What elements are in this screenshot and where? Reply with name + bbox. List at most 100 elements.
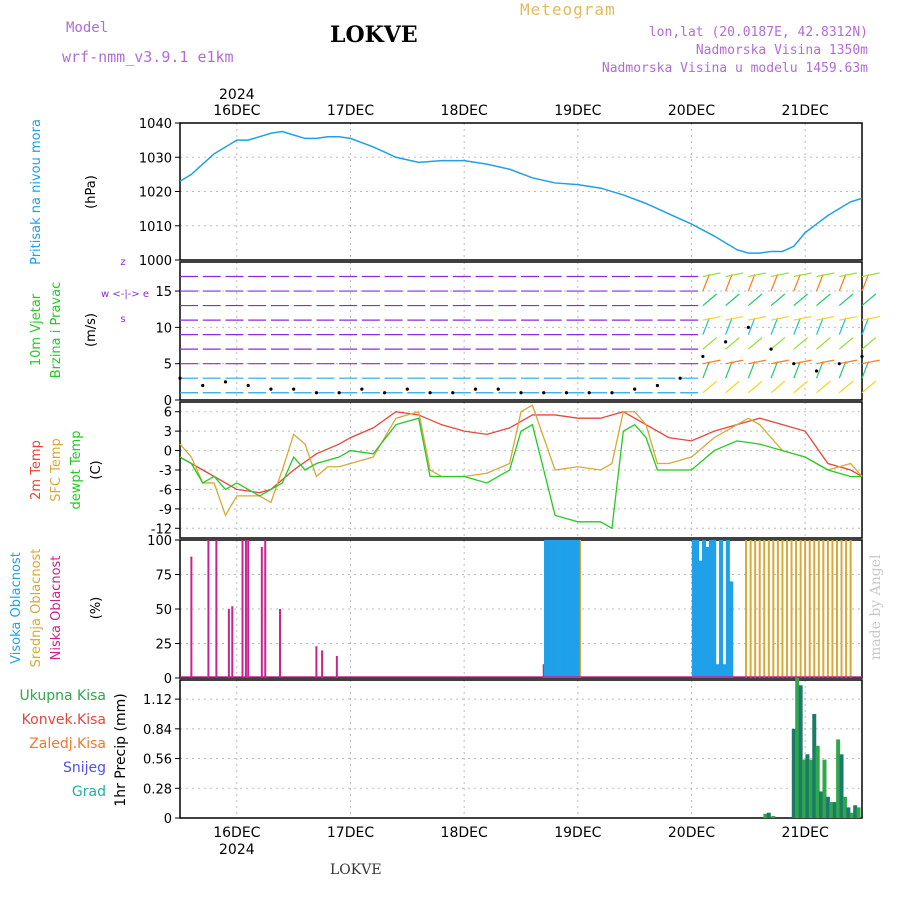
wind-barb bbox=[793, 359, 812, 365]
wind-speed-point bbox=[724, 340, 728, 344]
cloud-bar bbox=[321, 650, 324, 678]
cloud-bar bbox=[817, 540, 820, 678]
cloud-bar bbox=[215, 540, 218, 678]
cloud-bar bbox=[790, 540, 793, 678]
wind-barb bbox=[815, 361, 824, 379]
cloud-bar bbox=[695, 540, 700, 678]
cloud-bar bbox=[835, 540, 838, 678]
cloud-bar bbox=[708, 540, 713, 678]
y-title-sfc: SFC Temp bbox=[49, 438, 64, 502]
wind-barb bbox=[748, 359, 767, 365]
cloud-bar bbox=[575, 540, 580, 678]
y-tick-label: 0 bbox=[164, 445, 172, 460]
y-title-temp: 2m Temp bbox=[29, 440, 44, 500]
precip-bar bbox=[825, 796, 830, 818]
wind-barb bbox=[747, 293, 763, 307]
precip-legend-item: Grad bbox=[72, 784, 106, 800]
y-title-dewpt: dewpt Temp bbox=[69, 430, 84, 509]
wind-barb bbox=[725, 361, 733, 379]
precip-bar bbox=[795, 677, 800, 818]
wind-barb bbox=[747, 274, 756, 292]
panel-frame bbox=[179, 679, 863, 819]
wind-speed-point bbox=[701, 354, 705, 359]
precip-bar bbox=[802, 759, 807, 818]
wind-barb bbox=[747, 317, 756, 335]
cloud-bar bbox=[754, 540, 757, 678]
y-unit-temp: (C) bbox=[89, 460, 104, 479]
wind-barb bbox=[747, 337, 763, 350]
cloud-bar bbox=[826, 540, 829, 678]
cloud-bar bbox=[279, 609, 282, 678]
wind-barb bbox=[702, 337, 718, 350]
y-title-pressure: Pritisak na nivou mora bbox=[29, 119, 44, 265]
cloud-bar bbox=[729, 581, 734, 678]
cloud-bar bbox=[555, 540, 560, 678]
x-tick-label-top: 18DEC bbox=[441, 103, 488, 119]
cloud-bar bbox=[207, 540, 210, 678]
wind-barb bbox=[838, 361, 847, 379]
y-tick-label: 5 bbox=[164, 358, 172, 373]
wind-speed-point bbox=[428, 391, 432, 395]
y-tick-label: -12 bbox=[151, 522, 172, 537]
wind-barb bbox=[793, 361, 801, 379]
x-tick-label-bottom: 20DEC bbox=[668, 825, 715, 841]
y-tick-label: 6 bbox=[164, 406, 172, 421]
precip-legend-item: Zaledj.Kisa bbox=[29, 736, 106, 752]
precip-bar bbox=[839, 754, 844, 818]
wind-barb bbox=[770, 361, 779, 379]
wind-barb bbox=[702, 359, 721, 365]
cloud-bar bbox=[745, 540, 748, 678]
y-title-mid-cloud: Srednja Oblacnost bbox=[29, 549, 44, 668]
y-tick-label: 3 bbox=[164, 425, 172, 440]
y-tick-label: -6 bbox=[159, 483, 172, 498]
cloud-bar bbox=[840, 540, 843, 678]
y-title-wind-1: 10m Vjetar bbox=[29, 293, 44, 366]
cloud-bar bbox=[722, 664, 727, 678]
wind-barb bbox=[838, 293, 854, 307]
cloud-bar bbox=[822, 540, 825, 678]
wind-speed-point bbox=[655, 383, 660, 388]
wind-barb bbox=[702, 274, 710, 292]
wind-barb bbox=[793, 380, 808, 394]
wind-barb bbox=[816, 315, 835, 321]
location-info: lon,lat (20.0187E, 42.8312N) Nadmorska V… bbox=[602, 24, 868, 78]
x-tick-label-bottom: 17DEC bbox=[327, 825, 374, 841]
cloud-bar bbox=[795, 540, 798, 678]
panel-frame bbox=[179, 261, 863, 401]
panel-frame bbox=[179, 122, 863, 261]
cloud-bar bbox=[241, 540, 244, 678]
wind-speed-point bbox=[814, 369, 819, 373]
wind-barb bbox=[816, 337, 831, 350]
y-tick-label: 0.84 bbox=[143, 723, 172, 738]
y-tick-label: 0.28 bbox=[143, 782, 172, 797]
cloud-bar bbox=[698, 560, 703, 678]
wind-speed-point bbox=[337, 391, 341, 395]
cloud-bar bbox=[691, 540, 696, 678]
wind-barb bbox=[861, 317, 870, 335]
cloud-bar bbox=[712, 540, 717, 678]
precip-bar bbox=[812, 713, 817, 818]
wind-barb bbox=[793, 272, 812, 278]
x-tick-label-top: 20DEC bbox=[668, 103, 715, 119]
precip-bar bbox=[829, 802, 834, 818]
y-tick-label: 1000 bbox=[139, 254, 172, 269]
y-tick-label: 100 bbox=[147, 534, 172, 549]
wind-speed-point bbox=[451, 391, 455, 395]
cloud-bar bbox=[546, 540, 551, 678]
cloud-bar bbox=[559, 540, 564, 678]
model-name: wrf-nmm_v3.9.1 e1km bbox=[62, 48, 234, 66]
wind-barb bbox=[861, 337, 877, 350]
y-tick-label: -3 bbox=[159, 464, 172, 479]
wind-speed-point bbox=[496, 387, 500, 391]
precip-legend-item: Konvek.Kisa bbox=[22, 712, 106, 728]
cloud-bar bbox=[260, 546, 263, 678]
y-title-wind-2: Brzina i Pravac bbox=[49, 282, 64, 379]
wind-barb bbox=[861, 315, 880, 321]
cloud-bar bbox=[772, 540, 775, 678]
wind-speed-point bbox=[360, 387, 364, 391]
temp-line-0 bbox=[179, 411, 863, 494]
wind-barb bbox=[793, 317, 801, 335]
wind-speed-point bbox=[542, 391, 546, 395]
x-tick-label-bottom: 16DEC bbox=[213, 825, 260, 841]
